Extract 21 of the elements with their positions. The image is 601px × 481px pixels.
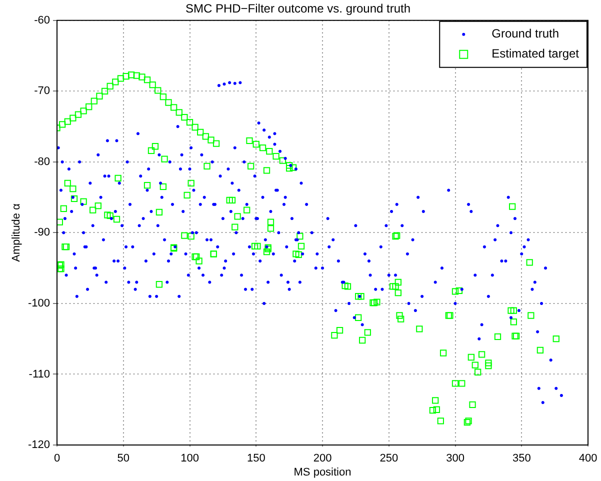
x-tick-label: 0: [54, 452, 60, 465]
legend-label: Ground truth: [492, 26, 559, 41]
y-tick-label: -120: [28, 439, 50, 452]
legend-label: Estimated target: [492, 46, 580, 61]
x-tick-label: 250: [380, 452, 398, 465]
y-tick-label: -100: [28, 298, 50, 310]
y-tick-label: -90: [34, 226, 50, 239]
x-tick-label: 350: [512, 452, 531, 465]
x-tick-label: 150: [246, 452, 266, 465]
y-tick-label: -70: [34, 85, 50, 98]
x-tick-label: 300: [446, 452, 464, 465]
x-tick-label: 200: [313, 452, 332, 465]
x-tick-label: 50: [117, 452, 130, 465]
y-tick-label: -60: [34, 14, 50, 26]
chart-title: SMC PHD−Filter outcome vs. ground truth: [185, 2, 411, 16]
x-tick-label: 100: [180, 452, 199, 465]
x-axis-title: MS position: [294, 466, 352, 478]
y-axis-title: Amplitude α: [10, 202, 23, 262]
y-tick-label: -80: [34, 156, 50, 168]
y-tick-label: -110: [28, 368, 50, 380]
x-tick-label: 400: [578, 452, 598, 465]
